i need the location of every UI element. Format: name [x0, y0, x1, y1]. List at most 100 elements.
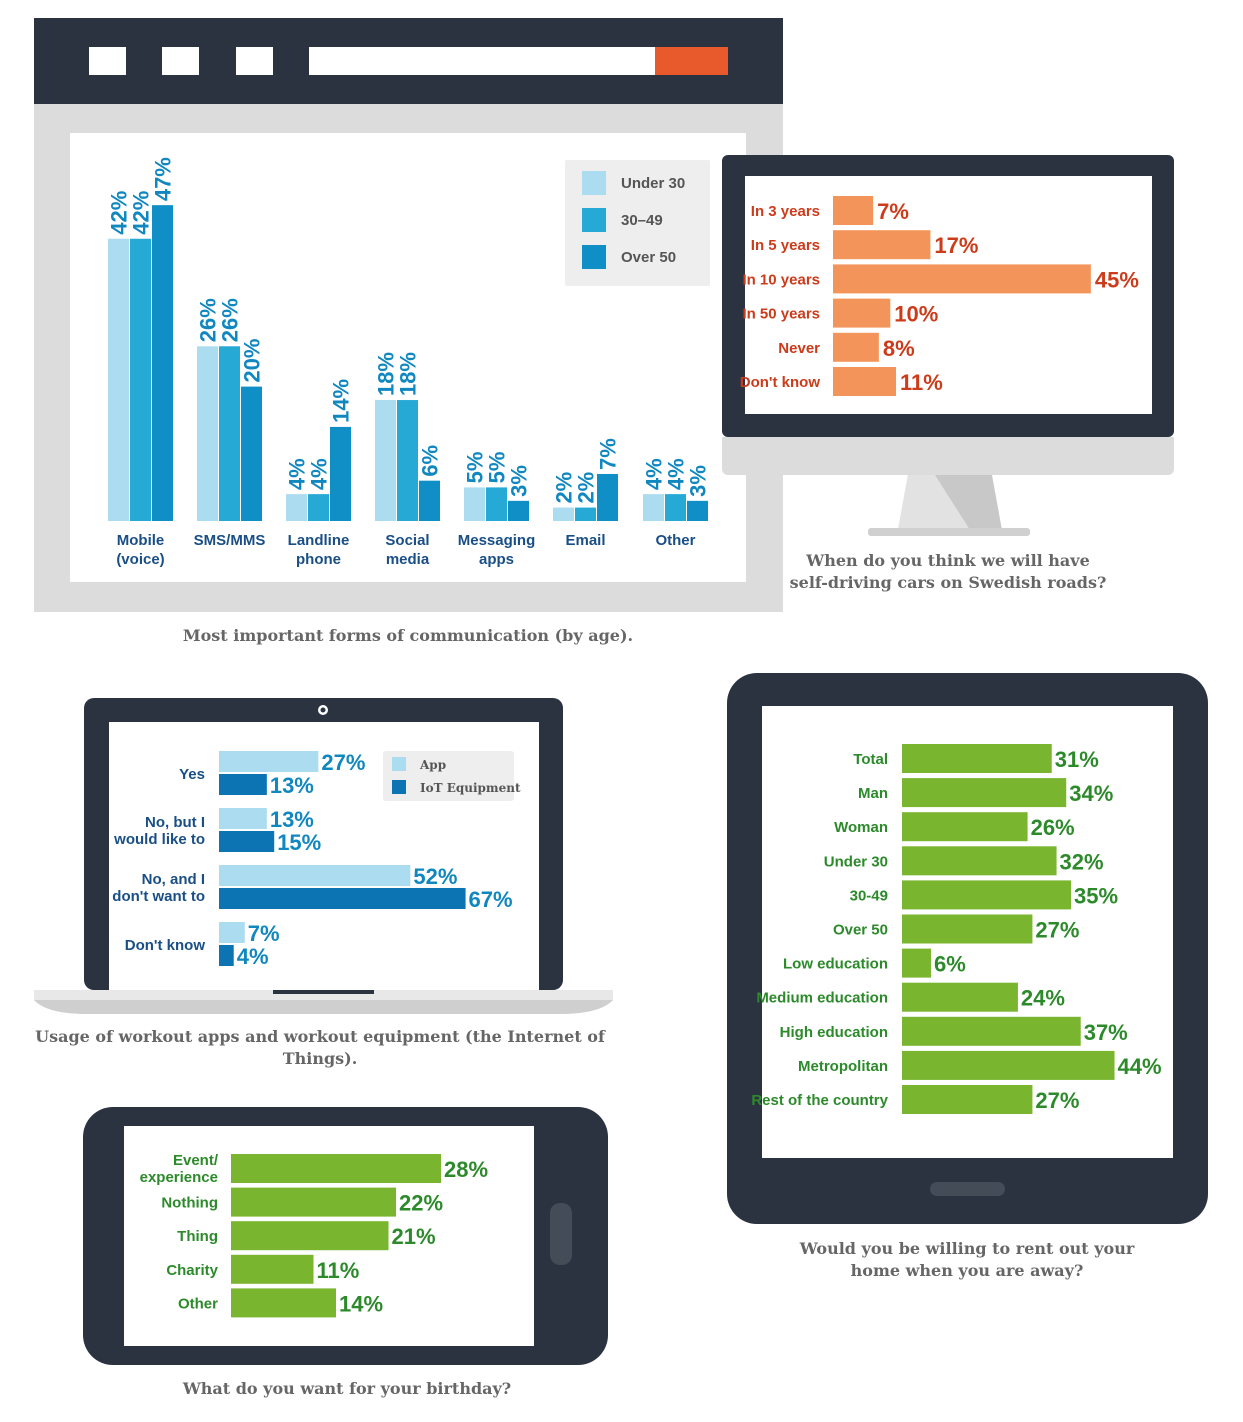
category-label: Charity: [166, 1262, 218, 1279]
bar: [231, 1187, 396, 1217]
data-label: 6%: [418, 445, 443, 477]
legend-box: [383, 751, 514, 801]
category-label: Low education: [783, 956, 888, 973]
legend-label: IoT Equipment: [420, 781, 521, 795]
bar: [486, 487, 507, 521]
bar: [902, 812, 1028, 842]
data-label: 21%: [392, 1224, 436, 1249]
category-label: Never: [778, 340, 820, 357]
data-label: 42%: [107, 191, 132, 235]
category-label: SMS/MMS: [194, 532, 266, 549]
data-label: 8%: [883, 336, 915, 361]
browser-tab-icon: [162, 47, 199, 75]
bar: [508, 500, 529, 521]
data-label: 18%: [374, 352, 399, 396]
category-label: Mobile (voice): [116, 532, 164, 568]
bar: [219, 808, 267, 829]
data-label: 27%: [1035, 1088, 1079, 1113]
bar: [219, 945, 234, 966]
bar: [833, 196, 874, 225]
category-label: Email: [565, 532, 605, 549]
bar: [330, 426, 351, 521]
data-label: 11%: [900, 370, 943, 395]
bar: [152, 205, 173, 521]
category-label: Don't know: [740, 374, 821, 391]
browser-tab-icon: [236, 47, 273, 75]
bar: [553, 507, 574, 521]
data-label: 34%: [1069, 781, 1113, 806]
category-label: In 50 years: [742, 306, 820, 323]
data-label: 26%: [1031, 815, 1075, 840]
category-label: Under 30: [824, 853, 888, 870]
bar: [197, 346, 218, 521]
bar: [375, 400, 396, 521]
legend-swatch: [582, 245, 606, 269]
category-label: Over 50: [833, 922, 888, 939]
data-label: 3%: [507, 465, 532, 497]
category-label: Woman: [834, 819, 888, 836]
bar: [902, 846, 1057, 876]
data-label: 37%: [1084, 1020, 1128, 1045]
bar: [286, 494, 307, 521]
bar: [902, 982, 1018, 1012]
bar: [575, 507, 596, 521]
category-label: High education: [780, 1024, 888, 1041]
category-label: Total: [853, 751, 888, 768]
data-label: 24%: [1021, 986, 1065, 1011]
data-label: 5%: [463, 452, 488, 484]
desktop-monitor: [722, 155, 1174, 536]
chart-caption: What do you want for your birthday?: [182, 1379, 512, 1398]
data-label: 3%: [686, 465, 711, 497]
category-label: Man: [858, 785, 888, 802]
bar: [902, 1085, 1033, 1114]
category-label: Nothing: [161, 1195, 218, 1212]
bar: [665, 494, 686, 521]
legend-swatch: [582, 171, 606, 195]
category-label: In 5 years: [751, 237, 820, 254]
legend-label: 30–49: [621, 212, 663, 229]
bar: [219, 922, 245, 943]
bar: [833, 264, 1091, 294]
category-label: Landline phone: [288, 532, 350, 568]
data-label: 26%: [196, 298, 221, 342]
data-label: 18%: [396, 352, 421, 396]
data-label: 22%: [399, 1191, 443, 1216]
bar: [902, 948, 931, 978]
data-label: 35%: [1074, 883, 1118, 908]
data-label: 13%: [270, 807, 314, 832]
category-label: Social media: [385, 532, 429, 568]
data-label: 52%: [413, 864, 457, 889]
browser-tab-icon: [89, 47, 126, 75]
bar: [902, 1016, 1081, 1046]
bar: [219, 865, 411, 886]
legend-label: App: [419, 758, 446, 772]
data-label: 14%: [329, 379, 354, 423]
data-label: 27%: [321, 750, 365, 775]
bar: [231, 1254, 314, 1284]
data-label: 32%: [1060, 849, 1104, 874]
data-label: 28%: [444, 1157, 488, 1182]
bar: [643, 494, 664, 521]
data-label: 45%: [1095, 267, 1139, 292]
data-label: 17%: [934, 233, 978, 258]
address-bar: [309, 47, 655, 75]
chart-caption: Would you be willing to rent out your ho…: [799, 1239, 1135, 1280]
bar: [902, 880, 1072, 910]
data-label: 42%: [129, 191, 154, 235]
data-label: 4%: [642, 458, 667, 490]
home-button-icon: [930, 1182, 1005, 1196]
data-label: 44%: [1118, 1054, 1162, 1079]
chart-caption: When do you think we will have self-driv…: [789, 551, 1107, 592]
bar: [219, 774, 267, 795]
data-label: 7%: [248, 921, 280, 946]
data-label: 5%: [485, 452, 510, 484]
category-label: Rest of the country: [751, 1092, 888, 1109]
bar: [231, 1288, 336, 1318]
data-label: 31%: [1055, 747, 1099, 772]
bar: [219, 831, 275, 852]
data-label: 7%: [877, 199, 909, 224]
data-label: 67%: [469, 887, 513, 912]
